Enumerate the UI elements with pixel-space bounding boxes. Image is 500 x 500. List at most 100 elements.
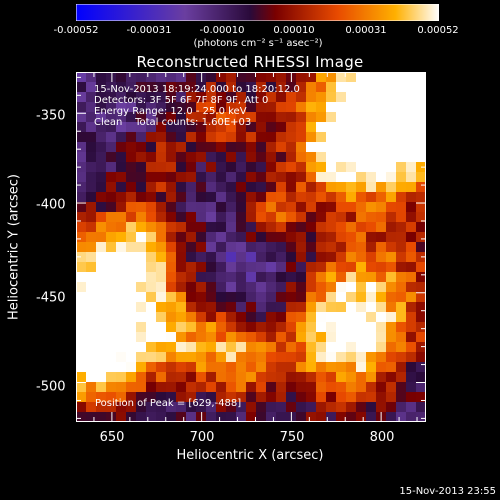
- image-pixel: [356, 122, 367, 133]
- image-pixel: [326, 252, 337, 263]
- image-pixel: [286, 232, 297, 243]
- image-pixel: [116, 372, 127, 383]
- image-pixel: [406, 152, 417, 163]
- image-pixel: [276, 372, 287, 383]
- image-pixel: [186, 412, 197, 422]
- image-pixel: [236, 82, 247, 93]
- image-pixel: [186, 222, 197, 233]
- image-pixel: [206, 222, 217, 233]
- image-pixel: [186, 152, 197, 163]
- image-pixel: [156, 412, 167, 422]
- image-pixel: [216, 302, 227, 313]
- image-pixel: [206, 262, 217, 273]
- image-pixel: [296, 222, 307, 233]
- image-pixel: [166, 412, 177, 422]
- image-pixel: [406, 362, 417, 373]
- image-pixel: [236, 252, 247, 263]
- image-pixel: [416, 222, 426, 233]
- image-pixel: [416, 372, 426, 383]
- image-pixel: [216, 362, 227, 373]
- image-pixel: [366, 262, 377, 273]
- image-pixel: [236, 332, 247, 343]
- image-pixel: [106, 152, 117, 163]
- image-pixel: [196, 242, 207, 253]
- image-pixel: [146, 182, 157, 193]
- image-pixel: [266, 382, 277, 393]
- image-pixel: [336, 152, 347, 163]
- image-pixel: [186, 362, 197, 373]
- image-pixel: [116, 192, 127, 203]
- x-tick-label: 750: [279, 430, 305, 445]
- image-pixel: [316, 162, 327, 173]
- image-pixel: [316, 362, 327, 373]
- image-pixel: [146, 112, 157, 123]
- image-pixel: [166, 252, 177, 263]
- image-pixel: [296, 302, 307, 313]
- image-pixel: [396, 132, 407, 143]
- y-axis-label: Heliocentric Y (arcsec): [6, 174, 22, 320]
- image-pixel: [196, 142, 207, 153]
- image-pixel: [306, 192, 317, 203]
- image-pixel: [126, 122, 137, 133]
- image-pixel: [226, 132, 237, 143]
- image-pixel: [196, 222, 207, 233]
- image-pixel: [226, 172, 237, 183]
- image-pixel: [326, 72, 337, 83]
- image-pixel: [206, 292, 217, 303]
- image-pixel: [136, 382, 147, 393]
- image-pixel: [256, 152, 267, 163]
- image-pixel: [76, 102, 87, 113]
- image-pixel: [306, 292, 317, 303]
- image-pixel: [186, 282, 197, 293]
- image-pixel: [106, 102, 117, 113]
- image-pixel: [216, 162, 227, 173]
- image-pixel: [216, 252, 227, 263]
- image-pixel: [346, 352, 357, 363]
- image-pixel: [146, 342, 157, 353]
- image-pixel: [356, 222, 367, 233]
- image-pixel: [76, 202, 87, 213]
- image-pixel: [156, 392, 167, 403]
- image-pixel: [166, 132, 177, 143]
- image-pixel: [136, 332, 147, 343]
- image-pixel: [186, 312, 197, 323]
- image-pixel: [286, 242, 297, 253]
- image-pixel: [396, 272, 407, 283]
- image-pixel: [386, 122, 397, 133]
- info-detectors: Detectors: 3F 5F 6F 7F 8F 9F, Att 0: [94, 95, 269, 106]
- image-pixel: [116, 412, 127, 422]
- image-pixel: [136, 72, 147, 83]
- image-pixel: [386, 252, 397, 263]
- image-pixel: [326, 142, 337, 153]
- image-pixel: [356, 112, 367, 123]
- image-pixel: [126, 92, 137, 103]
- image-pixel: [366, 272, 377, 283]
- rhessi-image-plot[interactable]: [76, 72, 426, 422]
- image-pixel: [156, 282, 167, 293]
- image-pixel: [116, 82, 127, 93]
- image-pixel: [96, 332, 107, 343]
- image-pixel: [146, 372, 157, 383]
- image-pixel: [216, 202, 227, 213]
- image-pixel: [346, 402, 357, 413]
- image-pixel: [96, 282, 107, 293]
- image-pixel: [216, 282, 227, 293]
- image-pixel: [266, 82, 277, 93]
- image-pixel: [176, 262, 187, 273]
- image-pixel: [96, 262, 107, 273]
- image-pixel: [236, 162, 247, 173]
- image-pixel: [156, 102, 167, 113]
- image-pixel: [296, 182, 307, 193]
- image-pixel: [76, 282, 87, 293]
- image-pixel: [336, 72, 347, 83]
- image-pixel: [176, 402, 187, 413]
- image-pixel: [146, 202, 157, 213]
- image-pixel: [186, 382, 197, 393]
- image-pixel: [416, 152, 426, 163]
- colorbar-units-label: (photons cm⁻² s⁻¹ asec⁻²): [193, 38, 323, 49]
- image-pixel: [276, 352, 287, 363]
- image-pixel: [386, 362, 397, 373]
- image-pixel: [236, 302, 247, 313]
- image-pixel: [136, 232, 147, 243]
- image-pixel: [316, 292, 327, 303]
